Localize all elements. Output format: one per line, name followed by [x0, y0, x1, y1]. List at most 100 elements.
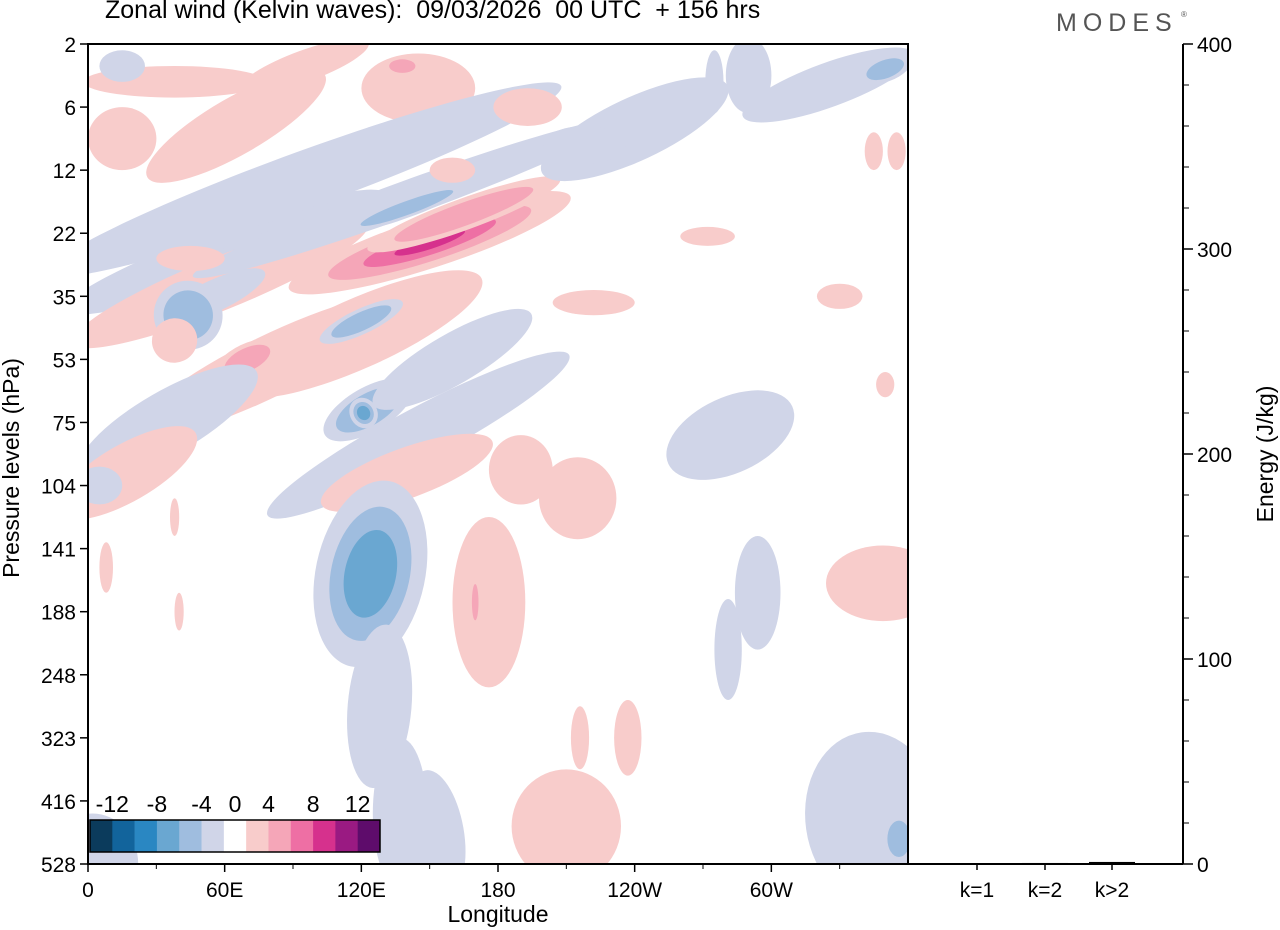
pressure-tick-label: 104 — [41, 476, 76, 499]
westerly-contour-33-1 — [826, 545, 908, 622]
westerly-contour-57-1 — [680, 226, 735, 246]
longitude-tick-label: 60E — [206, 879, 243, 902]
colorbar-swatch — [112, 820, 135, 852]
energy-tick-label: 400 — [1197, 34, 1232, 57]
pressure-tick-label: 22 — [53, 223, 76, 246]
easterly-contour-40-1 — [705, 50, 724, 114]
colorbar-swatch — [335, 820, 358, 852]
westerly-contour-61-1 — [864, 132, 883, 171]
brand-logo: MODES — [1056, 9, 1178, 37]
westerly-contour-50-1 — [151, 318, 198, 363]
pressure-tick-label: 416 — [41, 791, 76, 814]
easterly-contour-31-1 — [734, 536, 781, 650]
energy-axis-label: Energy (J/kg) — [1252, 386, 1278, 523]
westerly-contour-47-1 — [239, 44, 369, 94]
energy-bars: k=1 k=2 k>2 — [954, 861, 1135, 902]
colorbar-label: -8 — [147, 791, 167, 817]
colorbar-swatch — [201, 820, 225, 852]
energy-bar-k=1 — [954, 863, 1000, 864]
colorbar-swatch — [246, 820, 269, 852]
westerly-contour-27-1 — [539, 457, 617, 540]
colorbar-label: 4 — [262, 791, 275, 817]
westerly-contour-22-1 — [452, 517, 526, 688]
easterly-contour-16-2 — [331, 305, 392, 338]
colorbar-swatch — [268, 820, 292, 852]
easterly-contour-32-1 — [714, 599, 742, 700]
colorbar-swatch — [179, 820, 202, 852]
longitude-tick-label: 180 — [480, 879, 515, 902]
pressure-tick-label: 141 — [41, 539, 76, 562]
easterly-contour-59-1 — [543, 125, 626, 164]
easterly-contour-48-1 — [88, 82, 562, 277]
colorbar-label: 12 — [345, 791, 371, 817]
colorbar-label: 8 — [307, 791, 320, 817]
westerly-contour-23-2 — [471, 584, 479, 621]
wind-field — [88, 44, 908, 864]
westerly-contour-66-1 — [429, 157, 476, 183]
colorbar-swatch — [90, 820, 113, 852]
colorbar-swatch — [313, 820, 336, 852]
energy-bar-k=2 — [1022, 862, 1068, 864]
pressure-tick-label: 35 — [53, 286, 76, 309]
energy-category-label: k=2 — [1028, 879, 1062, 902]
easterly-contour-37-2 — [866, 58, 904, 81]
colorbar: -12 -8 -4 0 4 8 12 — [89, 791, 381, 853]
x-axis-label: Longitude — [447, 901, 548, 927]
easterly-contour-12-2 — [360, 190, 454, 226]
westerly-contour-63-1 — [99, 542, 113, 593]
easterly-contour-53-1 — [88, 466, 123, 505]
pressure-tick-label: 53 — [53, 349, 76, 372]
energy-category-label: k>2 — [1095, 879, 1129, 902]
colorbar-outline — [89, 819, 381, 853]
pressure-tick-label: 323 — [41, 728, 76, 751]
pressure-tick-label: 75 — [53, 412, 76, 435]
easterly-contour-19-3 — [343, 529, 398, 618]
westerly-contour-58-1 — [493, 88, 562, 126]
colorbar-swatch — [357, 820, 381, 852]
pressure-tick-label: 2 — [64, 34, 76, 57]
easterly-contour-34-1 — [805, 731, 908, 864]
westerly-contour-42-2 — [389, 59, 416, 73]
westerly-contour-43-1 — [146, 69, 326, 183]
westerly-contour-26-1 — [570, 706, 590, 770]
longitude-tick-label: 0 — [82, 879, 94, 902]
chart-title: Zonal wind (Kelvin waves): 09/03/2026 00… — [105, 0, 761, 24]
easterly-contour-30-1 — [666, 390, 795, 480]
energy-tick-label: 200 — [1197, 444, 1232, 467]
westerly-contour-25-1 — [614, 700, 642, 776]
pressure-tick-label: 6 — [64, 97, 76, 120]
colorbar-label: 0 — [229, 791, 242, 817]
energy-tick-label: 100 — [1197, 649, 1232, 672]
westerly-contour-65-1 — [170, 498, 180, 536]
westerly-contour-64-1 — [174, 592, 184, 631]
longitude-tick-label: 60W — [750, 879, 793, 902]
easterly-contour-35-2 — [887, 820, 908, 857]
pressure-tick-label: 188 — [41, 602, 76, 625]
westerly-contour-29-1 — [552, 290, 635, 316]
easterly-contour-46-1 — [99, 50, 145, 82]
pressure-tick-label: 528 — [41, 854, 76, 877]
longitude-tick-label: 120W — [607, 879, 662, 902]
westerly-contour-24-1 — [511, 769, 621, 864]
easterly-contour-15-3 — [356, 405, 371, 421]
colorbar-swatch — [134, 820, 158, 852]
pressure-tick-label: 12 — [53, 160, 76, 183]
westerly-contour-56-1 — [816, 283, 863, 309]
westerly-contour-45-1 — [88, 107, 157, 171]
energy-bar-k>2 — [1089, 861, 1135, 864]
westerly-contour-60-1 — [876, 372, 895, 398]
pressure-tick-label: 248 — [41, 665, 76, 688]
energy-category-label: k=1 — [960, 879, 994, 902]
y-axis-label: Pressure levels (hPa) — [0, 358, 24, 578]
colorbar-swatch — [223, 820, 247, 852]
westerly-contour-49-1 — [156, 245, 225, 272]
easterly-contour-17-1 — [372, 308, 533, 410]
colorbar-swatch — [290, 820, 314, 852]
easterly-contour-39-1 — [725, 44, 772, 114]
westerly-contour-62-1 — [887, 132, 906, 171]
energy-tick-label: 300 — [1197, 239, 1232, 262]
westerly-contour-10-2 — [394, 186, 534, 242]
colorbar-label: -12 — [96, 791, 129, 817]
